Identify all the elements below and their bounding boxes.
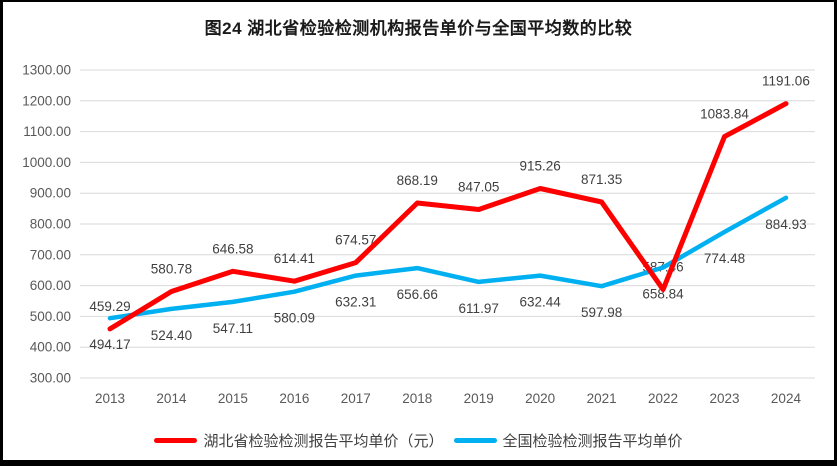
data-label: 656.66 [397, 287, 438, 302]
x-tick-label: 2013 [95, 391, 125, 406]
chart-title: 图24 湖北省检验检测机构报告单价与全国平均数的比较 [204, 19, 633, 38]
chart-legend: 湖北省检验检测报告平均单价（元） 全国检验检测报告平均单价 [3, 430, 834, 451]
data-label: 611.97 [459, 301, 499, 316]
hubei-series-line [107, 101, 789, 332]
x-tick-label: 2016 [279, 391, 309, 406]
y-tick-label: 1200.00 [22, 93, 71, 108]
y-tick-label: 500.00 [30, 309, 71, 324]
x-tick-label: 2024 [771, 391, 802, 406]
line-chart-canvas: 300.00 400.00 500.00 600.00 700.00 800.00 900.… [22, 63, 815, 406]
data-label: 580.09 [274, 311, 315, 326]
legend-item-hubei: 湖北省检验检测报告平均单价（元） [154, 430, 444, 451]
y-tick-label: 700.00 [30, 247, 71, 262]
national-series-line [107, 195, 789, 321]
data-label: 658.84 [642, 286, 684, 301]
national-line-swatch-icon [453, 438, 497, 443]
x-tick-label: 2020 [525, 391, 555, 406]
y-tick-label: 1000.00 [22, 155, 71, 170]
data-label: 774.48 [704, 251, 745, 266]
hubei-line-swatch-icon [154, 438, 198, 443]
data-label: 915.26 [520, 158, 561, 173]
x-tick-label: 2023 [709, 391, 739, 406]
data-label: 1083.84 [700, 107, 749, 122]
x-tick-label: 2014 [156, 391, 187, 406]
x-tick-label: 2017 [341, 391, 371, 406]
data-label: 674.57 [335, 233, 376, 248]
x-tick-label: 2015 [218, 391, 248, 406]
legend-item-national: 全国检验检测报告平均单价 [453, 430, 683, 451]
data-label: 632.31 [335, 295, 376, 310]
data-label: 646.58 [212, 241, 253, 256]
data-label: 632.44 [520, 295, 562, 310]
data-label: 459.29 [89, 299, 130, 314]
data-label: 524.40 [151, 328, 192, 343]
data-label: 494.17 [89, 337, 130, 352]
y-tick-label: 400.00 [30, 340, 71, 355]
data-label: 547.11 [213, 321, 253, 336]
data-label: 884.93 [765, 217, 806, 232]
legend-label-national: 全国检验检测报告平均单价 [502, 433, 683, 450]
data-label: 597.98 [581, 305, 622, 320]
y-tick-label: 900.00 [30, 186, 71, 201]
x-tick-label: 2019 [464, 391, 494, 406]
data-label: 1191.06 [762, 74, 810, 89]
data-label: 580.78 [151, 262, 192, 277]
y-tick-label: 800.00 [30, 217, 71, 232]
y-tick-label: 600.00 [30, 278, 71, 293]
y-tick-label: 300.00 [30, 371, 71, 386]
data-label: 871.35 [581, 172, 622, 187]
y-tick-label: 1300.00 [22, 63, 71, 78]
x-tick-label: 2018 [402, 391, 432, 406]
data-label: 868.19 [397, 173, 438, 188]
x-tick-label: 2021 [587, 391, 617, 406]
x-tick-label: 2022 [648, 391, 678, 406]
y-tick-label: 1100.00 [23, 124, 71, 139]
data-label: 614.41 [274, 251, 315, 266]
data-label: 847.05 [458, 180, 499, 195]
legend-label-hubei: 湖北省检验检测报告平均单价（元） [203, 433, 444, 450]
